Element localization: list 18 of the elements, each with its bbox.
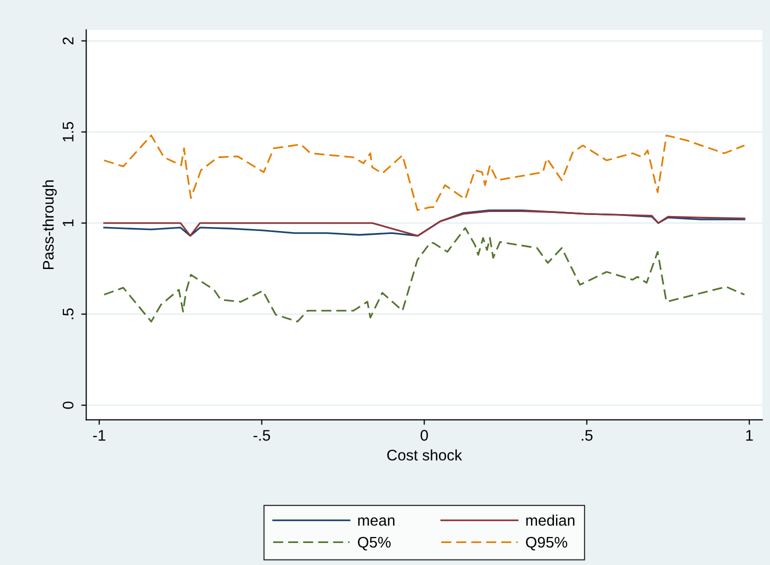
x-tick-label: .5 <box>582 430 593 441</box>
legend-label: Q95% <box>526 536 568 550</box>
x-axis-title: Cost shock <box>387 449 462 461</box>
x-tick-label: 0 <box>420 430 428 441</box>
legend-label: Q5% <box>358 536 391 550</box>
line-series <box>103 134 746 211</box>
x-tick-label: 1 <box>746 430 753 441</box>
legend-label: mean <box>358 517 394 526</box>
y-tick-label: 2 <box>62 37 74 44</box>
legend-label: median <box>526 514 574 526</box>
x-tick-label: -.5 <box>254 430 270 441</box>
y-tick-label: 0 <box>62 402 74 409</box>
y-tick-label: 1.5 <box>62 122 74 142</box>
y-axis-title: Pass-through <box>42 180 57 270</box>
line-series <box>103 227 746 322</box>
x-tick-label: -1 <box>93 430 106 441</box>
y-tick-label: 1 <box>62 220 74 226</box>
y-tick-label: .5 <box>62 308 74 320</box>
